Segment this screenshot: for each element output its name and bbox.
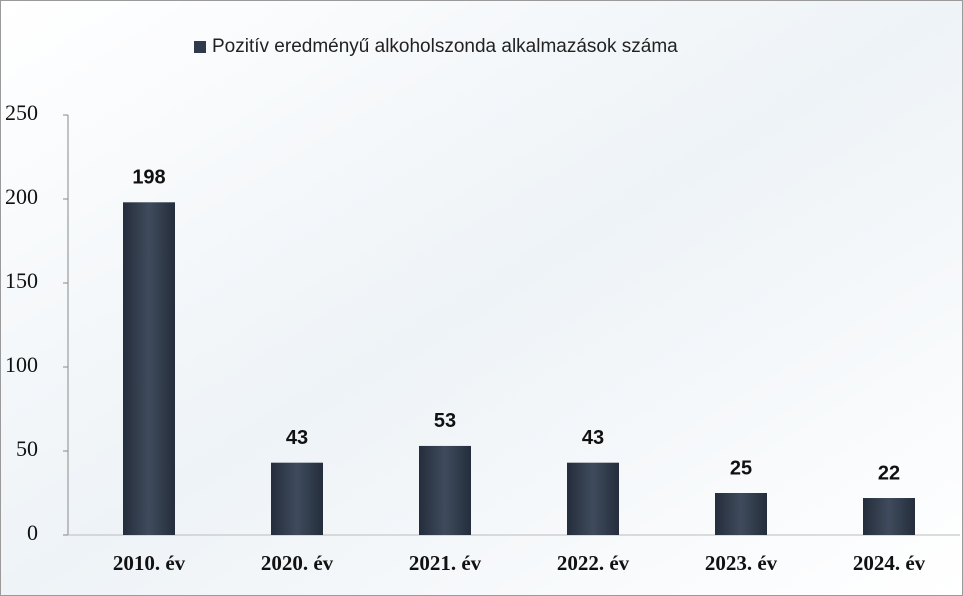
y-tick-label: 200 — [5, 184, 38, 209]
legend-swatch — [194, 41, 206, 53]
x-tick-label: 2024. év — [853, 551, 926, 575]
bar-shine — [123, 202, 175, 535]
x-tick-label: 2010. év — [113, 551, 186, 575]
y-tick-label: 250 — [5, 100, 38, 125]
legend: Pozitív eredményű alkoholszonda alkalmaz… — [194, 36, 678, 57]
x-tick-label: 2021. év — [409, 551, 482, 575]
y-tick-label: 150 — [5, 268, 38, 293]
data-label: 53 — [434, 410, 456, 432]
x-tick-label: 2023. év — [705, 551, 778, 575]
bar-shine — [567, 463, 619, 535]
data-label: 43 — [582, 427, 604, 449]
bar-shine — [271, 463, 323, 535]
data-label: 198 — [132, 167, 165, 189]
bar-shine — [715, 493, 767, 535]
chart: Pozitív eredményű alkoholszonda alkalmaz… — [0, 0, 963, 596]
x-tick-label: 2020. év — [261, 551, 334, 575]
bar-shine — [863, 498, 915, 535]
legend-label: Pozitív eredményű alkoholszonda alkalmaz… — [212, 36, 678, 57]
y-tick-label: 0 — [27, 520, 38, 545]
y-tick-label: 100 — [5, 352, 38, 377]
data-label: 22 — [878, 462, 900, 484]
data-label: 43 — [286, 427, 308, 449]
y-tick-label: 50 — [16, 436, 38, 461]
bar-shine — [419, 446, 471, 535]
x-tick-label: 2022. év — [557, 551, 630, 575]
data-label: 25 — [730, 457, 752, 479]
page: {"chart_data": {"type": "bar", "categori… — [0, 0, 963, 596]
